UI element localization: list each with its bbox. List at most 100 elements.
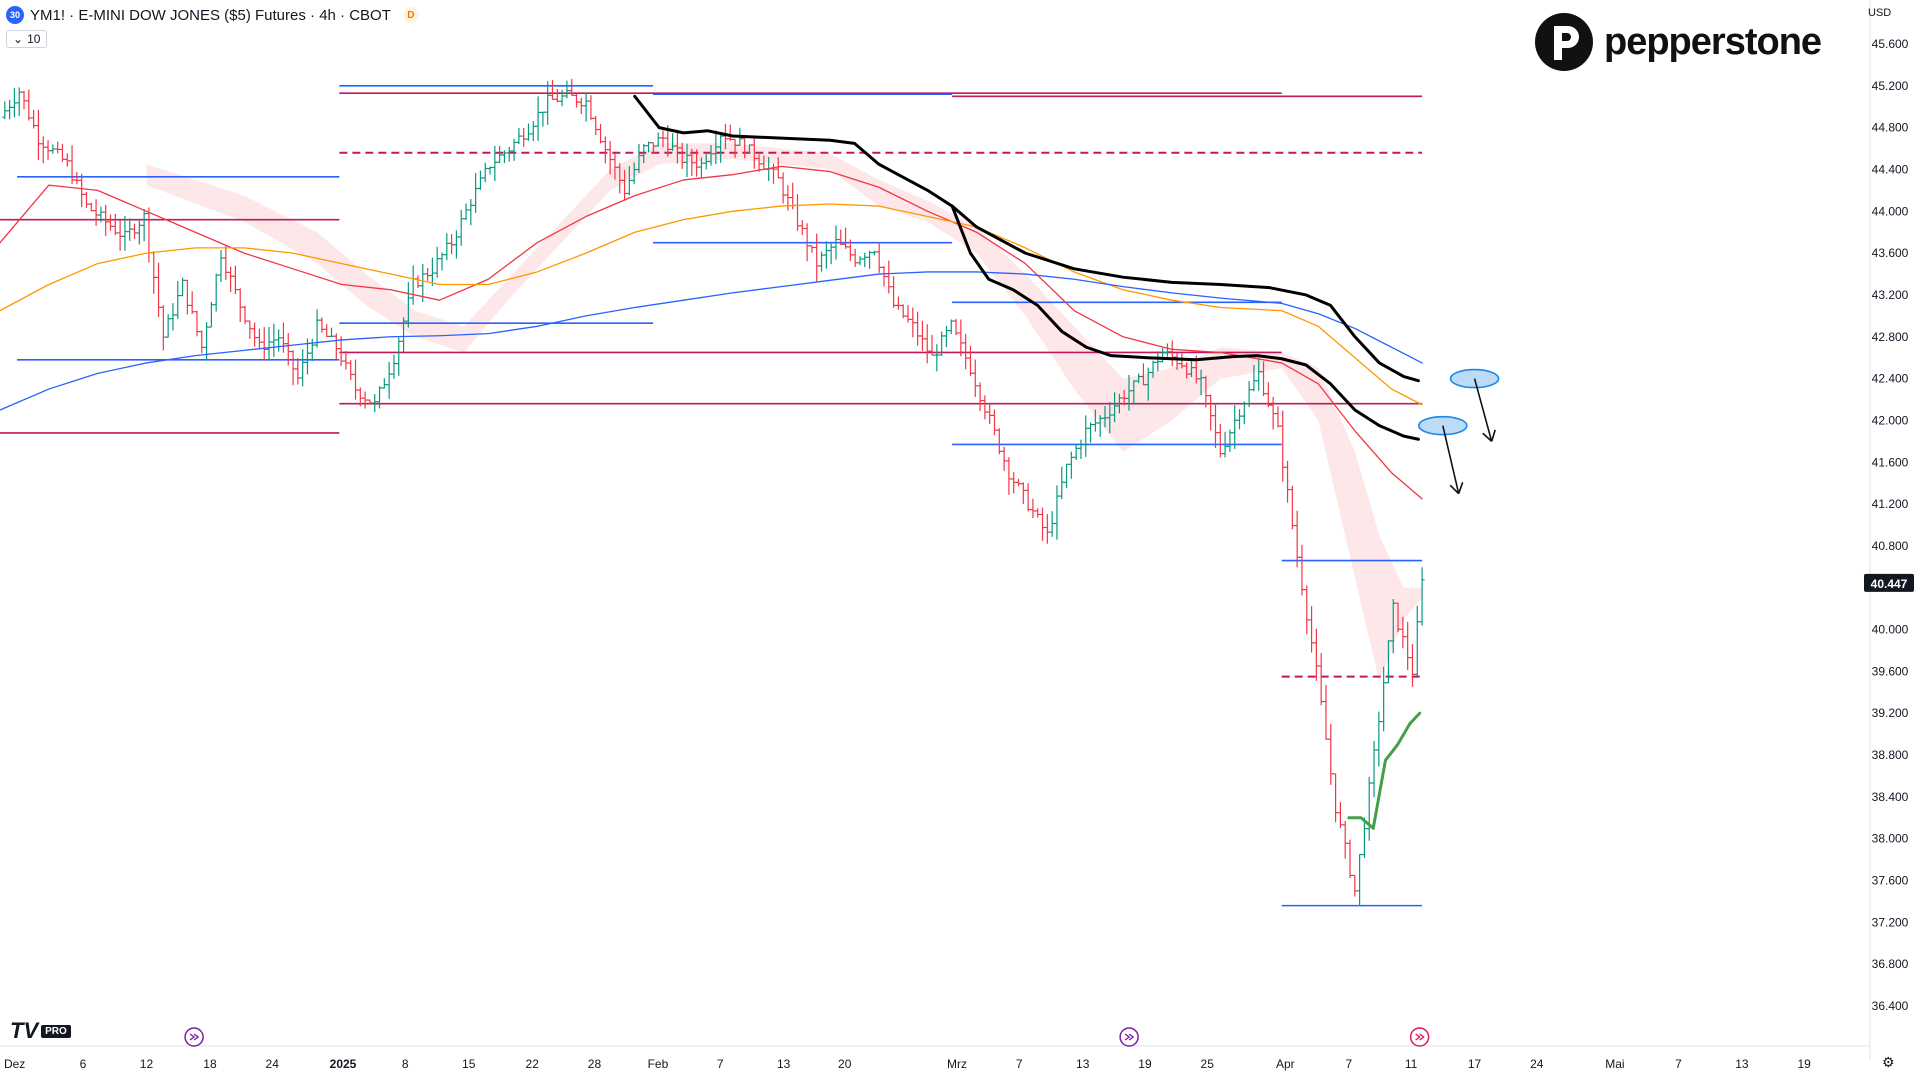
candle (838, 229, 844, 245)
candle (1256, 357, 1262, 391)
candle (1164, 343, 1170, 357)
candle (1006, 457, 1012, 495)
y-tick-label: 36.400 (1872, 999, 1909, 1013)
candle (21, 90, 27, 110)
candle (1361, 817, 1367, 859)
y-tick-label: 38.000 (1872, 832, 1909, 846)
series-line-red-0[interactable] (0, 165, 1423, 500)
candle (453, 230, 459, 259)
candle (1328, 723, 1334, 785)
candle (862, 252, 868, 268)
series-line-black-4[interactable] (950, 204, 1420, 441)
candle (1309, 606, 1315, 653)
x-tick-label: Feb (648, 1057, 669, 1071)
candle (16, 87, 22, 116)
y-tick-label: 43.600 (1872, 246, 1909, 260)
candle (261, 327, 267, 361)
candle (35, 109, 41, 160)
series-line-orange-1[interactable] (0, 203, 1423, 406)
candle (103, 204, 109, 236)
candle (588, 95, 594, 120)
volume-indicator[interactable]: ⌄ 10 (6, 30, 48, 48)
candle (1016, 478, 1022, 487)
candle (814, 233, 820, 283)
tradingview-logo[interactable]: TV PRO (10, 1018, 71, 1044)
candle (228, 266, 234, 292)
event-marker-icon[interactable] (1119, 1027, 1139, 1047)
candle (1385, 640, 1391, 684)
candle (833, 225, 839, 260)
x-tick-label: Mrz (947, 1057, 967, 1071)
chevron-down-icon[interactable]: ⌄ (13, 32, 24, 46)
candle (1203, 375, 1209, 408)
last-price-label: 40.447 (1864, 573, 1914, 592)
candle (405, 282, 411, 328)
time-axis[interactable]: Dez 6 12 18 24 2025 8 15 22 28 Feb 7 13 20 Mrz 7 13 19 25 A… (4, 1057, 1811, 1071)
series-line-blue-2[interactable] (0, 271, 1423, 411)
candle (1333, 773, 1339, 823)
symbol-badge: 30 (6, 6, 24, 24)
x-tick-label: 15 (462, 1057, 476, 1071)
candle (1030, 498, 1036, 519)
currency-label[interactable]: USD (1868, 7, 1892, 19)
candle (482, 162, 488, 183)
price-axis[interactable]: 36.400 36.800 37.200 37.600 38.000 38.400 38.8… (1872, 37, 1909, 1013)
candle (1131, 380, 1137, 405)
data-source-badge[interactable]: D (402, 7, 419, 23)
candle (564, 80, 570, 99)
candle (713, 130, 719, 165)
candle (468, 199, 474, 226)
y-tick-label: 39.600 (1872, 664, 1909, 678)
candle (107, 214, 113, 231)
y-tick-label: 40.800 (1872, 539, 1909, 553)
candle (98, 206, 104, 223)
candle (1188, 360, 1194, 378)
candle (540, 111, 546, 127)
candle (1390, 599, 1396, 654)
event-marker-icon[interactable] (184, 1027, 204, 1047)
candle (180, 277, 186, 297)
candle (492, 145, 498, 182)
candle (1251, 365, 1257, 392)
candle (314, 309, 320, 348)
chart-title[interactable]: YM1! · E-MINI DOW JONES ($5) Futures · 4… (30, 6, 391, 24)
series-line-black-3[interactable] (633, 94, 1420, 383)
candle (554, 89, 560, 103)
candle (982, 395, 988, 420)
candle (1020, 482, 1026, 505)
candle (1381, 666, 1387, 732)
candle (626, 165, 632, 196)
candle (242, 306, 248, 325)
candle (1419, 567, 1425, 626)
down-arrow-3[interactable] (1473, 378, 1496, 442)
candle (300, 349, 306, 387)
candle (386, 361, 392, 399)
candle (828, 242, 834, 265)
candle (1040, 507, 1046, 541)
candle (1198, 369, 1204, 396)
candle (50, 144, 56, 154)
candle (74, 172, 80, 185)
candle (93, 199, 99, 226)
gear-icon[interactable]: ⚙ (1882, 1054, 1895, 1070)
pepperstone-mark-icon (1535, 13, 1593, 71)
candle (593, 115, 599, 136)
y-tick-label: 45.600 (1872, 37, 1909, 51)
event-marker-icon[interactable] (1409, 1027, 1430, 1047)
down-arrow-1[interactable] (1442, 425, 1464, 495)
candle (189, 291, 195, 315)
candle (367, 399, 373, 404)
candle (79, 173, 85, 208)
candle (602, 136, 608, 164)
candle (670, 133, 676, 151)
candle (266, 326, 272, 361)
candle (377, 386, 383, 409)
series-line-green-5[interactable] (1347, 711, 1422, 830)
candle (1342, 820, 1348, 859)
candle (156, 262, 162, 318)
candle (732, 138, 738, 158)
x-tick-label: Dez (4, 1057, 25, 1071)
candle (208, 301, 214, 328)
candle (83, 192, 89, 208)
